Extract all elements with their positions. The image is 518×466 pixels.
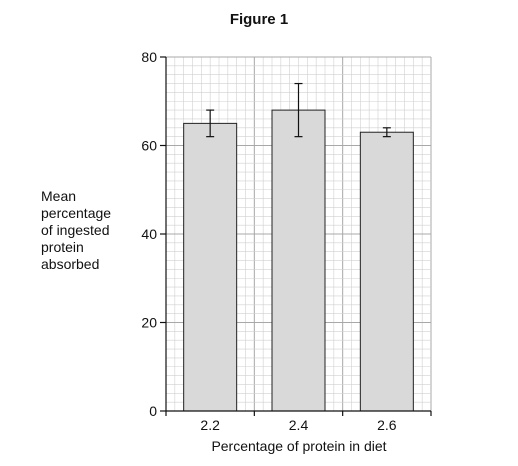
error-bars <box>206 82 391 138</box>
x-tick-label: 2.6 <box>377 417 397 433</box>
bar <box>359 131 414 412</box>
tick-labels: 0 20 40 60 80 2.2 2.4 2.6 <box>141 49 396 433</box>
y-axis-label-line: of ingested <box>41 222 110 238</box>
y-tick-label: 0 <box>149 403 157 419</box>
x-axis-label: Percentage of protein in diet <box>211 438 386 454</box>
y-axis-label-line: protein <box>41 239 84 255</box>
y-axis-label-line: absorbed <box>41 256 100 272</box>
x-tick-label: 2.4 <box>289 417 309 433</box>
bar <box>183 122 238 412</box>
axes <box>160 56 432 416</box>
chart-title: Figure 1 <box>229 11 289 28</box>
y-axis-label-line: Mean <box>41 188 77 204</box>
y-tick-label: 20 <box>141 315 157 331</box>
y-tick-label: 40 <box>141 226 157 242</box>
y-axis-label-line: percentage <box>41 205 112 221</box>
x-tick-label: 2.2 <box>200 417 220 433</box>
y-tick-label: 60 <box>141 138 157 154</box>
y-axis-label: Mean percentage of ingested protein abso… <box>41 188 111 273</box>
bars <box>183 109 414 412</box>
bar <box>271 109 326 412</box>
y-tick-label: 80 <box>141 49 157 65</box>
